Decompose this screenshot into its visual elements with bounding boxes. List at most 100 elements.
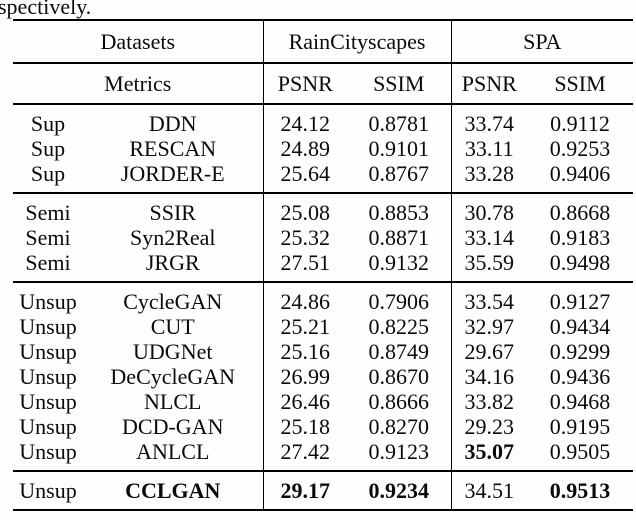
category-cell: Unsup [19, 439, 77, 464]
psnr-raincityscapes-cell: 26.99 [262, 364, 347, 389]
psnr-spa-cell: 35.59 [450, 250, 527, 282]
ssim-raincityscapes-cell: 0.9234 [368, 478, 430, 503]
ssim-raincityscapes-cell: 0.8853 [368, 200, 430, 225]
table-row: Sup JORDER-E 25.64 0.8767 33.28 0.9406 [13, 161, 633, 193]
psnr-raincityscapes-cell: 29.17 [262, 471, 347, 510]
body-text-fragment: spectively. [0, 0, 92, 19]
ssim-raincityscapes-cell: 0.8270 [368, 414, 430, 439]
psnr-raincityscapes-cell: 25.08 [262, 193, 347, 225]
section-semi-supervised: Semi SSIR 25.08 0.8853 30.78 0.8668 Semi Syn2Re… [13, 193, 633, 282]
category-cell: Sup [30, 136, 66, 161]
table-row: Unsup NLCL 26.46 0.8666 33.82 0.9468 [13, 389, 633, 414]
ssim-raincityscapes-cell: 0.8781 [368, 111, 430, 136]
psnr-raincityscapes-cell: 27.42 [262, 439, 347, 471]
psnr-spa-cell: 34.16 [450, 364, 527, 389]
psnr-spa-cell: 34.51 [450, 471, 527, 510]
header-dataset-raincityscapes: RainCityscapes [262, 20, 451, 64]
datasets-header-row: Datasets RainCityscapes SPA [13, 20, 633, 64]
header-datasets-label: Datasets [13, 20, 263, 64]
method-cell: SSIR [149, 200, 196, 225]
table-row: Unsup ANLCL 27.42 0.9123 35.07 0.9505 [13, 439, 633, 471]
psnr-raincityscapes-cell: 26.46 [262, 389, 347, 414]
header-metric-ssim-raincityscapes: SSIM [373, 70, 425, 96]
ssim-raincityscapes-cell: 0.9132 [368, 250, 430, 275]
psnr-spa-cell: 35.07 [450, 439, 527, 471]
ssim-spa-cell: 0.9299 [549, 339, 611, 364]
ssim-raincityscapes-cell: 0.8871 [368, 225, 430, 250]
table-row: Semi SSIR 25.08 0.8853 30.78 0.8668 [13, 193, 633, 225]
table-row: Semi Syn2Real 25.32 0.8871 33.14 0.9183 [13, 225, 633, 250]
ssim-raincityscapes-cell: 0.8749 [368, 339, 430, 364]
psnr-raincityscapes-cell: 24.12 [262, 104, 347, 136]
ssim-raincityscapes-cell: 0.8767 [368, 161, 430, 186]
table-row: Semi JRGR 27.51 0.9132 35.59 0.9498 [13, 250, 633, 282]
method-cell: ANLCL [136, 439, 210, 464]
psnr-raincityscapes-cell: 25.32 [262, 225, 347, 250]
ssim-raincityscapes-cell: 0.8225 [368, 314, 430, 339]
ssim-spa-cell: 0.8668 [549, 200, 611, 225]
psnr-spa-cell: 33.28 [450, 161, 527, 193]
ssim-raincityscapes-cell: 0.7906 [368, 289, 430, 314]
ssim-spa-cell: 0.9253 [549, 136, 611, 161]
ssim-spa-cell: 0.9434 [549, 314, 611, 339]
category-cell: Semi [25, 225, 71, 250]
table-row: Unsup UDGNet 25.16 0.8749 29.67 0.9299 [13, 339, 633, 364]
header-metric-ssim-spa: SSIM [554, 70, 606, 96]
ssim-raincityscapes-cell: 0.9123 [368, 439, 430, 464]
method-cell: Syn2Real [129, 225, 216, 250]
category-cell: Unsup [19, 289, 77, 314]
category-cell: Unsup [19, 389, 77, 414]
method-cell: DCD-GAN [122, 414, 224, 439]
ssim-raincityscapes-cell: 0.8666 [368, 389, 430, 414]
ssim-spa-cell: 0.9498 [549, 250, 611, 275]
header-metrics-label: Metrics [104, 70, 172, 96]
ssim-raincityscapes-cell: 0.8670 [368, 364, 430, 389]
psnr-spa-cell: 29.67 [450, 339, 527, 364]
header-metric-psnr-spa: PSNR [450, 63, 527, 104]
psnr-raincityscapes-cell: 25.18 [262, 414, 347, 439]
section-supervised: Sup DDN 24.12 0.8781 33.74 0.9112 Sup RESCAN 24.… [13, 104, 633, 193]
method-cell: CUT [150, 314, 195, 339]
category-cell: Sup [30, 111, 66, 136]
section-unsupervised: Unsup CycleGAN 24.86 0.7906 33.54 0.9127 Unsup… [13, 282, 633, 471]
category-cell: Unsup [19, 414, 77, 439]
category-cell: Unsup [19, 478, 77, 503]
method-cell: UDGNet [133, 339, 213, 364]
ssim-spa-cell: 0.9195 [549, 414, 611, 439]
psnr-spa-cell: 33.74 [450, 104, 527, 136]
header-metric-psnr-raincityscapes: PSNR [262, 63, 347, 104]
psnr-raincityscapes-cell: 24.89 [262, 136, 347, 161]
category-cell: Unsup [19, 314, 77, 339]
category-cell: Sup [30, 161, 66, 186]
method-cell: DDN [148, 111, 197, 136]
category-cell: Unsup [19, 339, 77, 364]
psnr-raincityscapes-cell: 25.21 [262, 314, 347, 339]
ssim-spa-cell: 0.9468 [549, 389, 611, 414]
header-dataset-spa: SPA [450, 20, 633, 64]
results-table: Datasets RainCityscapes SPA Metrics PSNR… [13, 19, 633, 511]
category-cell: Semi [25, 250, 71, 275]
psnr-spa-cell: 30.78 [450, 193, 527, 225]
psnr-spa-cell: 29.23 [450, 414, 527, 439]
category-cell: Semi [25, 200, 71, 225]
ssim-spa-cell: 0.9127 [549, 289, 611, 314]
ssim-spa-cell: 0.9513 [549, 478, 611, 503]
table-row: Unsup DeCycleGAN 26.99 0.8670 34.16 0.9436 [13, 364, 633, 389]
psnr-spa-cell: 33.11 [450, 136, 527, 161]
psnr-spa-cell: 33.14 [450, 225, 527, 250]
table-row: Sup DDN 24.12 0.8781 33.74 0.9112 [13, 104, 633, 136]
ssim-spa-cell: 0.9112 [550, 111, 610, 136]
category-cell: Unsup [19, 364, 77, 389]
table-row: Sup RESCAN 24.89 0.9101 33.11 0.9253 [13, 136, 633, 161]
psnr-spa-cell: 33.82 [450, 389, 527, 414]
psnr-spa-cell: 33.54 [450, 282, 527, 314]
psnr-raincityscapes-cell: 25.64 [262, 161, 347, 193]
method-cell: JORDER-E [120, 161, 225, 186]
method-cell: DeCycleGAN [110, 364, 236, 389]
ssim-spa-cell: 0.9406 [549, 161, 611, 186]
method-cell: NLCL [144, 389, 202, 414]
table-row: Unsup DCD-GAN 25.18 0.8270 29.23 0.9195 [13, 414, 633, 439]
table-row: Unsup CUT 25.21 0.8225 32.97 0.9434 [13, 314, 633, 339]
method-cell: CCLGAN [125, 478, 221, 503]
